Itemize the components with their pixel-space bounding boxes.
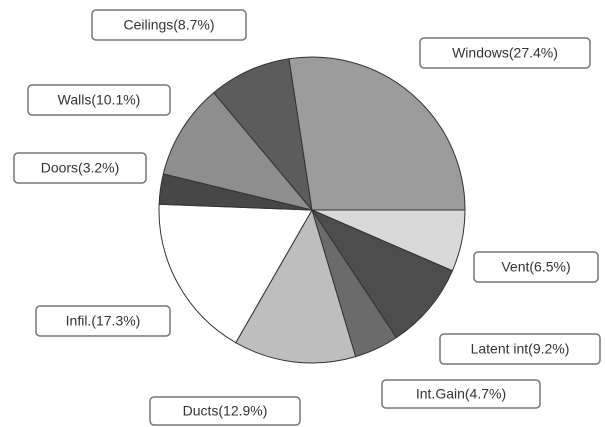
slice-label: Latent int(9.2%)	[471, 341, 570, 357]
pie-slice	[162, 92, 314, 211]
pie-slice	[158, 203, 313, 344]
label-box	[149, 396, 301, 426]
label-box	[91, 9, 247, 41]
slice-label: Ceilings(8.7%)	[123, 17, 214, 33]
slice-label: Windows(27.4%)	[452, 45, 558, 61]
label-box	[35, 305, 171, 337]
label-box	[27, 84, 171, 116]
pie-slice	[213, 58, 313, 212]
label-box	[473, 251, 599, 283]
slice-label: Doors(3.2%)	[41, 160, 120, 176]
pie-slice	[235, 208, 357, 364]
label-box	[439, 333, 601, 365]
slice-label: Vent(6.5%)	[501, 259, 570, 275]
slice-label: Infil.(17.3%)	[66, 313, 141, 329]
label-box	[381, 379, 541, 409]
pie-slice	[310, 208, 454, 339]
slice-label: Ducts(12.9%)	[183, 403, 268, 419]
pie-slice	[288, 56, 466, 211]
slice-label: Walls(10.1%)	[58, 92, 141, 108]
label-box	[419, 37, 591, 69]
label-box	[13, 152, 147, 184]
slice-label: Int.Gain(4.7%)	[416, 386, 506, 402]
